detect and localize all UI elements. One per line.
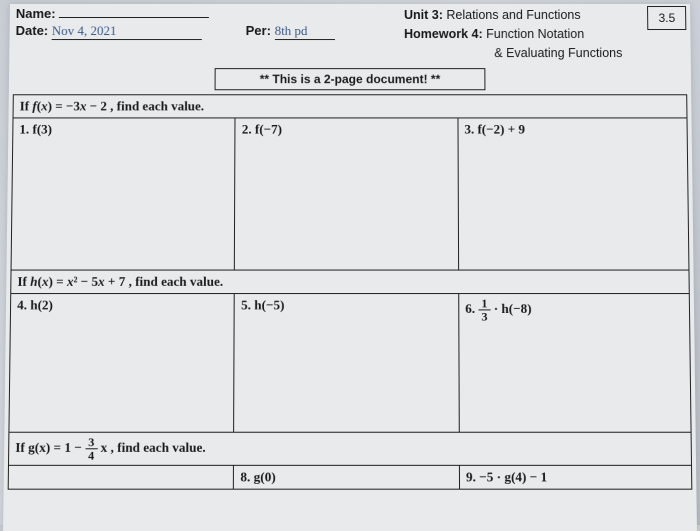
header-left: Name: Date: Nov 4, 2021 Per: 8th pd: [16, 6, 397, 40]
section-2-header: If h(x) = x² − 5x + 7 , find each value.: [11, 270, 690, 293]
problem-3: 3. f(−2) + 9: [458, 118, 689, 270]
problem-1: 1. f(3): [11, 118, 235, 270]
section-1-header: If f(x) = −3x − 2 , find each value.: [13, 95, 687, 118]
problem-9: 9. −5 · g(4) − 1: [459, 466, 692, 490]
header-row: Name: Date: Nov 4, 2021 Per: 8th pd Unit…: [9, 4, 691, 62]
worksheet-page: 3.5 Name: Date: Nov 4, 2021 Per: 8th pd …: [3, 4, 697, 531]
problem-4: 4. h(2): [9, 294, 235, 433]
header-right: Unit 3: Relations and Functions Homework…: [404, 6, 685, 62]
name-line: Name:: [16, 6, 396, 21]
problem-2: 2. f(−7): [235, 118, 459, 270]
problem-8: 8. g(0): [234, 466, 460, 490]
problem-5: 5. h(−5): [234, 294, 459, 433]
problem-7: [8, 466, 234, 490]
page-badge: 3.5: [647, 6, 686, 30]
problem-6: 6. 13 · h(−8): [459, 294, 692, 433]
section-3-header: If g(x) = 1 − 34 x , find each value.: [8, 433, 691, 466]
worksheet-table: If f(x) = −3x − 2 , find each value. 1. …: [8, 95, 693, 490]
date-line: Date: Nov 4, 2021 Per: 8th pd: [16, 23, 397, 40]
document-note: ** This is a 2-page document! **: [215, 68, 486, 90]
